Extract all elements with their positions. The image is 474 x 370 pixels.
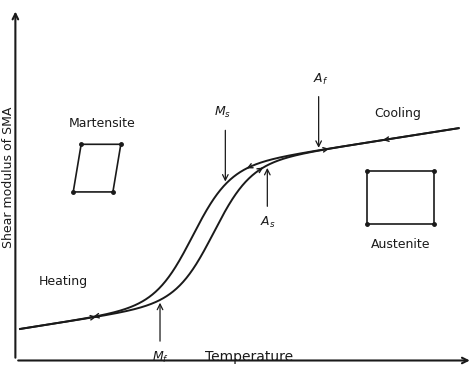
Text: Cooling: Cooling — [374, 107, 421, 120]
Text: Temperature: Temperature — [205, 350, 293, 364]
Text: Austenite: Austenite — [371, 239, 430, 252]
Text: $A_f$: $A_f$ — [313, 71, 328, 87]
Text: $M_f$: $M_f$ — [152, 349, 168, 364]
Text: Shear modulus of SMA: Shear modulus of SMA — [2, 107, 15, 248]
Text: $A_s$: $A_s$ — [260, 215, 275, 230]
Text: $M_s$: $M_s$ — [214, 105, 232, 120]
Text: Heating: Heating — [39, 275, 88, 288]
Text: Martensite: Martensite — [68, 117, 135, 130]
